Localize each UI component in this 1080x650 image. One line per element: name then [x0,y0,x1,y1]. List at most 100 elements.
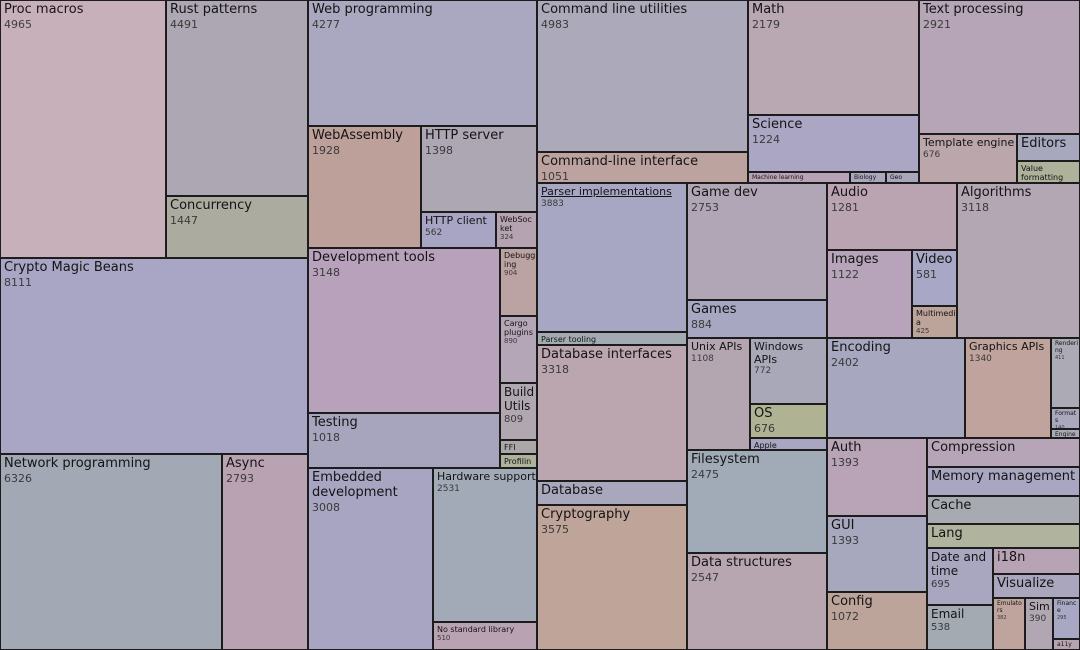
tile-web-programming[interactable]: Web programming 4277 [308,0,537,126]
tile-development-tools[interactable]: Development tools 3148 [308,248,500,413]
tile-config[interactable]: Config 1072 [827,592,927,650]
tile-memory-management[interactable]: Memory management [927,467,1080,496]
tile-label: Compression [931,440,1016,455]
tile-cryptography[interactable]: Cryptography 3575 [537,505,687,650]
tile-video[interactable]: Video 581 [912,250,957,306]
tile-async[interactable]: Async 2793 [222,454,308,650]
tile-websocket[interactable]: WebSocket 324 [496,212,537,248]
tile-webassembly[interactable]: WebAssembly 1928 [308,126,421,248]
tile-value: 324 [500,233,514,242]
tile-label: Algorithms [961,185,1032,200]
tile-rust-patterns[interactable]: Rust patterns 4491 [166,0,308,196]
tile-emulators[interactable]: Emulators 382 [993,598,1025,650]
tile-images[interactable]: Images 1122 [827,250,912,338]
tile-value: 676 [754,421,775,435]
tile-encoding[interactable]: Encoding 2402 [827,338,965,438]
tile-geo[interactable]: Geo [886,172,919,183]
tile-label: Debugging [504,251,536,270]
tile-game-dev[interactable]: Game dev 2753 [687,183,827,300]
tile-gui[interactable]: GUI 1393 [827,516,927,592]
tile-ffi[interactable]: FFI [500,440,537,454]
tile-apple[interactable]: Apple [750,438,827,450]
tile-command-line-interface[interactable]: Command-line interface 1051 [537,152,748,183]
tile-audio[interactable]: Audio 1281 [827,183,957,250]
tile-network-programming[interactable]: Network programming 6326 [0,454,222,650]
tile-biology[interactable]: Biology [850,172,886,183]
tile-embedded-development[interactable]: Embedded development 3008 [308,468,433,650]
tile-database[interactable]: Database [537,481,687,505]
tile-label: Filesystem [691,452,760,467]
tile-http-server[interactable]: HTTP server 1398 [421,126,537,212]
tile-lang[interactable]: Lang [927,524,1080,548]
tile-label: Unix APIs [691,340,743,353]
tile-value-formatting[interactable]: Value formatting385 [1017,161,1080,183]
tile-algorithms[interactable]: Algorithms 3118 [957,183,1080,338]
tile-finance[interactable]: Finance 295 [1053,598,1080,639]
tile-label: Images [831,252,879,267]
tile-value: 4277 [312,17,340,31]
tile-no-standard-library[interactable]: No standard library 510 [433,622,537,650]
tile-i18n[interactable]: i18n [993,548,1080,574]
tile-label: Text processing [923,2,1024,17]
tile-label: Windows APIs [754,340,804,366]
tile-build-utils[interactable]: Build Utils 809 [500,383,537,440]
tile-label: Command line utilities [541,2,688,17]
tile-multimedia[interactable]: Multimedia 425 [912,306,957,338]
tile-engine[interactable]: Engine [1051,429,1080,438]
tile-auth[interactable]: Auth 1393 [827,438,927,516]
tile-label: Science [752,117,803,132]
tile-hardware-support[interactable]: Hardware support 2531 [433,468,537,622]
tile-concurrency[interactable]: Concurrency 1447 [166,196,308,258]
tile-editors[interactable]: Editors [1017,134,1080,161]
tile-database-interfaces[interactable]: Database interfaces 3318 [537,345,687,481]
tile-http-client[interactable]: HTTP client 562 [421,212,496,248]
tile-label: a11y [1057,641,1072,648]
tile-label: Hardware support [437,470,536,483]
tile-label: Database [541,483,604,498]
tile-label: Build Utils [504,385,535,413]
tile-label: Machine learning [752,174,804,181]
tile-label: FFI [504,443,516,452]
tile-value: 3008 [312,500,340,514]
tile-testing[interactable]: Testing 1018 [308,413,500,468]
tile-unix-apis[interactable]: Unix APIs 1108 [687,338,750,450]
tile-email[interactable]: Email 538 [927,605,993,650]
tile-windows-apis[interactable]: Windows APIs 772 [750,338,827,404]
tile-visualize[interactable]: Visualize [993,574,1080,598]
tile-cache[interactable]: Cache [927,496,1080,524]
tile-graphics-apis[interactable]: Graphics APIs 1340 [965,338,1051,438]
tile-rendering[interactable]: Rendering 411 [1051,338,1080,408]
tile-template-engine[interactable]: Template engine 676 [919,134,1017,183]
tile-filesystem[interactable]: Filesystem 2475 [687,450,827,553]
tile-value: 2475 [691,467,719,481]
tile-date-and-time[interactable]: Date and time 695 [927,548,993,605]
tile-machine-learning[interactable]: Machine learning [748,172,850,183]
tile-command-line-utilities[interactable]: Command line utilities 4983 [537,0,748,152]
tile-cargo-plugins[interactable]: Cargo plugins 890 [500,316,537,383]
tile-a11y[interactable]: a11y [1053,639,1080,650]
tile-science[interactable]: Science 1224 [748,115,919,172]
tile-value: 1224 [752,132,780,146]
tile-games[interactable]: Games 884 [687,300,827,338]
tile-compression[interactable]: Compression [927,438,1080,467]
tile-data-structures[interactable]: Data structures 2547 [687,553,827,650]
tile-debugging[interactable]: Debugging 904 [500,248,537,316]
tile-label: GUI [831,518,855,533]
tile-math[interactable]: Math 2179 [748,0,919,115]
tile-text-processing[interactable]: Text processing 2921 [919,0,1080,134]
tile-formats[interactable]: Formats 140 [1051,408,1080,429]
tile-parser-implementations[interactable]: Parser implementations 3883 [537,183,687,332]
tile-value: 1108 [691,353,714,364]
tile-profiling[interactable]: Profiling [500,454,537,468]
tile-proc-macros[interactable]: Proc macros 4965 [0,0,166,258]
tile-label: Auth [831,440,862,455]
tile-value: 1072 [831,609,859,623]
tile-label: Testing [312,415,358,430]
tile-os[interactable]: OS 676 [750,404,827,438]
tile-sim[interactable]: Sim 390 [1025,598,1053,650]
tile-parser-tooling[interactable]: Parser tooling [537,332,687,345]
tile-label: Editors [1021,136,1067,151]
tile-value: 809 [504,413,524,425]
tile-crypto-magic-beans[interactable]: Crypto Magic Beans 8111 [0,258,308,454]
